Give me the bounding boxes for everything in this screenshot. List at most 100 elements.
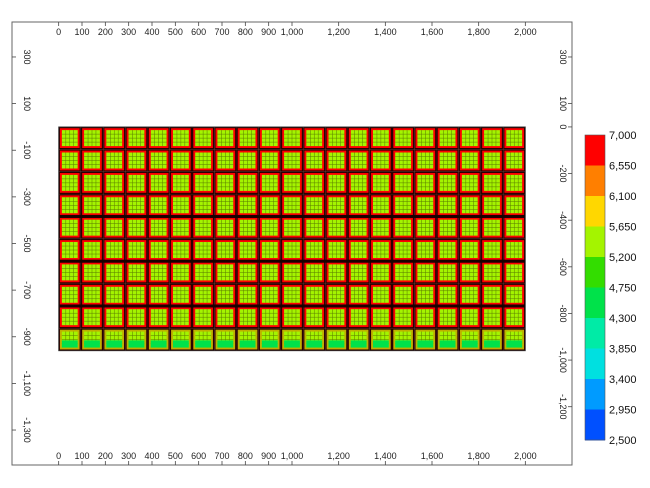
heatmap-cell xyxy=(325,238,348,262)
heatmap-cell xyxy=(103,261,126,284)
heatmap-cell xyxy=(258,305,281,329)
heatmap-cell xyxy=(414,171,437,195)
heatmap-cell xyxy=(369,194,392,217)
heatmap-cell xyxy=(303,171,326,195)
heatmap-cell xyxy=(392,328,415,351)
x-tick-label-top: 1,400 xyxy=(374,27,397,37)
y-tick-label-right: 100 xyxy=(558,96,568,111)
heatmap-cell xyxy=(103,328,126,351)
x-tick-label-top: 500 xyxy=(168,27,183,37)
heatmap-cell xyxy=(147,126,170,150)
heatmap-cell xyxy=(192,283,215,306)
heatmap-cell xyxy=(147,194,170,217)
colorbar-segment xyxy=(585,287,605,319)
x-tick-label-bottom: 500 xyxy=(168,451,183,461)
heatmap-cell xyxy=(347,261,370,284)
x-tick-label-top: 0 xyxy=(56,27,61,37)
heatmap-cell xyxy=(436,305,459,329)
heatmap-cell xyxy=(103,238,126,262)
heatmap-cell xyxy=(325,194,348,217)
heatmap-cell xyxy=(303,328,326,351)
colorbar: 7,000 6,550 6,100 5,650 5,200 4,750 4,300 3,850… xyxy=(584,130,637,447)
heatmap-cell xyxy=(325,283,348,306)
y-tick-label-left: -900 xyxy=(22,328,32,346)
heatmap-cell xyxy=(103,149,126,172)
x-tick-label-bottom: 100 xyxy=(74,451,89,461)
x-tick-label-top: 800 xyxy=(238,27,253,37)
heatmap-cell xyxy=(169,194,192,217)
y-tick-label-right: -1,000 xyxy=(558,347,568,373)
heatmap-cell xyxy=(169,283,192,306)
heatmap-cell xyxy=(80,149,104,172)
heatmap-cell xyxy=(369,283,392,306)
heatmap-cell xyxy=(58,238,81,262)
heatmap-cell xyxy=(325,149,348,172)
heatmap-cell xyxy=(436,283,459,306)
heatmap-cell xyxy=(147,283,170,306)
heatmap-cell xyxy=(169,261,192,284)
heatmap-cell xyxy=(303,149,326,172)
heatmap-cell xyxy=(80,283,104,306)
heatmap-cell xyxy=(436,216,459,239)
heatmap-cell xyxy=(369,149,392,172)
heatmap-cell xyxy=(103,283,126,306)
heatmap-cell xyxy=(347,126,370,150)
heatmap-cell xyxy=(125,328,148,351)
y-tick-label-right: -800 xyxy=(558,304,568,322)
heatmap-cell xyxy=(480,171,504,195)
heatmap-cell xyxy=(103,194,126,217)
colorbar-segment xyxy=(585,257,605,288)
heatmap-cell xyxy=(347,149,370,172)
heatmap-cell xyxy=(325,126,348,150)
heatmap-cell xyxy=(503,261,526,284)
heatmap-cell xyxy=(192,216,215,239)
heatmap-cell xyxy=(458,149,481,172)
heatmap-cell xyxy=(214,328,237,351)
heatmap-cell xyxy=(503,216,526,239)
colorbar-label: 2,950 xyxy=(609,405,637,417)
heatmap-cell xyxy=(369,216,392,239)
x-tick-label-bottom: 1,800 xyxy=(467,451,490,461)
heatmap-cell xyxy=(236,238,259,262)
heatmap-cell xyxy=(147,238,170,262)
x-tick-label-bottom: 700 xyxy=(214,451,229,461)
heatmap-cell xyxy=(458,171,481,195)
heatmap-cell xyxy=(414,328,437,351)
heatmap-cell xyxy=(347,328,370,351)
heatmap-cell xyxy=(236,194,259,217)
heatmap-cell xyxy=(414,216,437,239)
heatmap-cell xyxy=(214,305,237,329)
heatmap-cell xyxy=(169,238,192,262)
heatmap-cell xyxy=(125,194,148,217)
x-tick-label-top: 100 xyxy=(74,27,89,37)
heatmap-cell xyxy=(325,261,348,284)
heatmap-cell xyxy=(214,171,237,195)
heatmap-cell xyxy=(392,261,415,284)
heatmap-cell xyxy=(125,261,148,284)
heatmap-cell xyxy=(503,171,526,195)
heatmap-cell xyxy=(280,216,304,239)
heatmap-cell xyxy=(58,149,81,172)
heatmap-cell xyxy=(480,261,504,284)
heatmap-cell xyxy=(58,305,81,329)
heatmap-cell xyxy=(58,261,81,284)
heatmap-seam xyxy=(58,259,526,263)
heatmap-cell xyxy=(503,194,526,217)
heatmap-cell xyxy=(414,305,437,329)
heatmap-cell xyxy=(480,194,504,217)
heatmap-cell xyxy=(480,238,504,262)
heatmap-cell xyxy=(214,238,237,262)
y-tick-label-left: 100 xyxy=(22,96,32,111)
heatmap-cell xyxy=(480,216,504,239)
heatmap-cell xyxy=(280,171,304,195)
heatmap-cell xyxy=(392,305,415,329)
heatmap-cell xyxy=(80,261,104,284)
heatmap-cell xyxy=(480,283,504,306)
heatmap-cell xyxy=(80,171,104,195)
heatmap-cell xyxy=(458,194,481,217)
heatmap-cell xyxy=(103,305,126,329)
heatmap-cell xyxy=(236,305,259,329)
x-tick-label-top: 900 xyxy=(261,27,276,37)
heatmap-border xyxy=(58,126,526,352)
colorbar-label: 6,100 xyxy=(609,191,637,203)
